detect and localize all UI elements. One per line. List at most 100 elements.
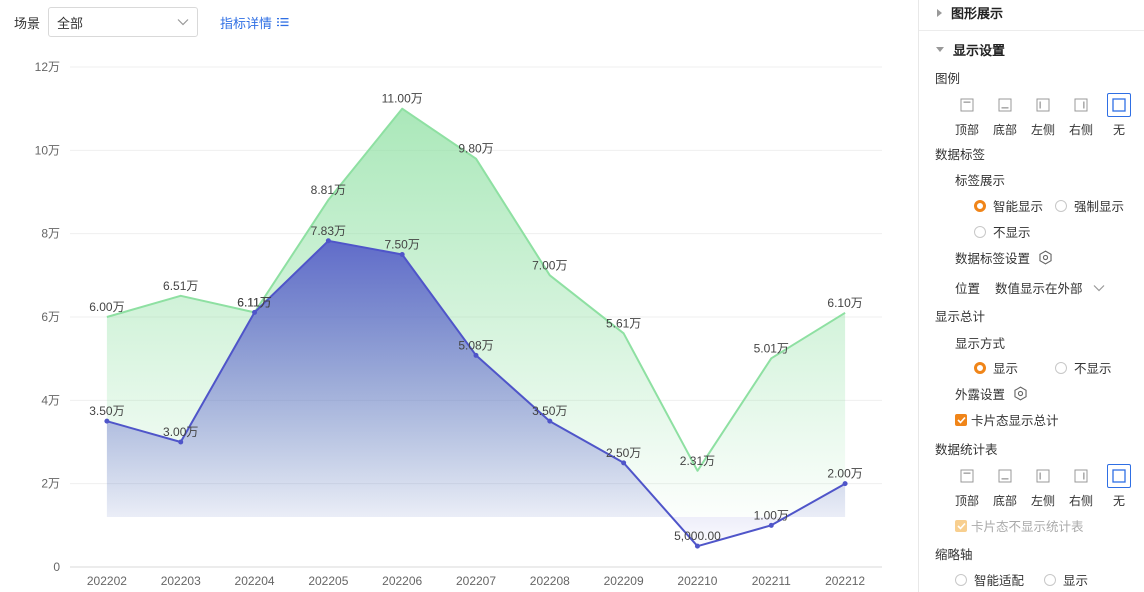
layout-bottom-icon xyxy=(993,464,1017,488)
x-tick-label: 202208 xyxy=(530,574,570,588)
x-tick-label: 202211 xyxy=(752,574,791,588)
stats-table-option-label: 左侧 xyxy=(1030,494,1055,508)
total-title: 显示总计 xyxy=(935,310,986,324)
data-point xyxy=(178,439,184,445)
stats-table-option-label: 无 xyxy=(1112,494,1125,508)
data-label: 3.50万 xyxy=(532,404,567,418)
data-label: 5,000.00 xyxy=(674,529,721,543)
metric-detail-link[interactable]: 指标详情 xyxy=(220,13,289,32)
label-show-title: 标签展示 xyxy=(955,174,1006,188)
data-label: 5.01万 xyxy=(754,341,789,355)
section-display-settings-title: 显示设置 xyxy=(953,43,1006,58)
data-point xyxy=(621,460,627,466)
legend-option[interactable]: 底部 xyxy=(990,93,1020,138)
radio-no-display[interactable]: 不显示 xyxy=(974,222,1031,241)
y-tick-label: 10万 xyxy=(35,143,60,157)
x-tick-label: 202212 xyxy=(825,574,865,588)
stats-table-option-label: 顶部 xyxy=(954,494,979,508)
chart-panel: 场景 全部 指标详情 6.00万 6.51万 6.11万 8.81万 11 xyxy=(14,7,882,588)
x-tick-label: 202204 xyxy=(235,574,275,588)
label-position-select[interactable]: 数值显示在外部 xyxy=(995,278,1105,297)
checkmark-icon xyxy=(955,413,967,426)
legend-option[interactable]: 无 xyxy=(1104,93,1134,138)
radio-thumb-show[interactable]: 显示 xyxy=(1044,570,1088,589)
radio-force-display[interactable]: 强制显示 xyxy=(1055,196,1124,215)
data-point xyxy=(547,418,553,424)
layout-top-icon xyxy=(955,93,979,117)
legend-option-label: 右侧 xyxy=(1068,123,1093,137)
radio-total-hide[interactable]: 不显示 xyxy=(1055,358,1112,377)
y-tick-label: 4万 xyxy=(41,393,60,407)
checkbox-card-total[interactable]: 卡片态显示总计 xyxy=(955,410,1059,429)
checkmark-icon xyxy=(955,519,967,532)
stats-table-option[interactable]: 顶部 xyxy=(952,464,982,509)
legend-option-label: 无 xyxy=(1112,123,1125,137)
position-label: 位置 xyxy=(955,282,981,296)
y-tick-label: 8万 xyxy=(41,227,60,241)
data-label: 5.08万 xyxy=(458,338,493,352)
area-chart: 6.00万 6.51万 6.11万 8.81万 11.00万 9.80万 7.00万 5.61… xyxy=(35,60,882,588)
legend-option[interactable]: 左侧 xyxy=(1028,93,1058,138)
legend-title: 图例 xyxy=(935,72,961,86)
legend-option[interactable]: 右侧 xyxy=(1066,93,1096,138)
data-point xyxy=(252,309,258,315)
scene-select-value: 全部 xyxy=(57,15,84,31)
data-label-title: 数据标签 xyxy=(935,148,986,162)
section-display-settings[interactable]: 显示设置 xyxy=(936,40,1005,59)
label-position-value: 数值显示在外部 xyxy=(995,282,1083,296)
stats-table-option[interactable]: 左侧 xyxy=(1028,464,1058,509)
x-tick-label: 202203 xyxy=(161,574,201,588)
stats-table-option[interactable]: 右侧 xyxy=(1066,464,1096,509)
radio-total-show-label: 显示 xyxy=(993,362,1019,376)
radio-dot xyxy=(974,199,986,212)
data-label: 7.83万 xyxy=(311,224,346,238)
section-graph-display[interactable]: 图形展示 xyxy=(937,3,1003,22)
hexagon-gear-icon[interactable] xyxy=(1013,386,1028,401)
stats-table-option-label: 右侧 xyxy=(1068,494,1093,508)
scene-select[interactable]: 全部 xyxy=(48,7,199,37)
radio-dot xyxy=(1044,573,1056,586)
y-tick-label: 2万 xyxy=(41,477,60,491)
scene-label: 场景 xyxy=(14,15,41,31)
section-graph-display-title: 图形展示 xyxy=(951,6,1004,21)
layout-right-icon xyxy=(1069,93,1093,117)
radio-no-display-label: 不显示 xyxy=(993,226,1031,240)
stats-table-option[interactable]: 底部 xyxy=(990,464,1020,509)
data-label-settings: 数据标签设置 xyxy=(955,248,1053,267)
data-label: 2.50万 xyxy=(606,446,641,460)
data-label-settings-label: 数据标签设置 xyxy=(955,252,1031,266)
radio-smart-display[interactable]: 智能显示 xyxy=(974,196,1043,215)
data-label: 6.51万 xyxy=(163,279,198,293)
data-point xyxy=(399,252,405,257)
stats-table-option[interactable]: 无 xyxy=(1104,464,1134,509)
radio-thumb-show-label: 显示 xyxy=(1063,574,1089,588)
legend-option[interactable]: 顶部 xyxy=(952,93,982,138)
radio-smart-display-label: 智能显示 xyxy=(993,200,1044,214)
legend-option-label: 底部 xyxy=(992,123,1017,137)
toolbar: 场景 全部 指标详情 xyxy=(14,7,289,37)
chevron-down-icon xyxy=(177,19,189,26)
data-label: 7.00万 xyxy=(532,258,567,272)
radio-thumb-smart[interactable]: 智能适配 xyxy=(955,570,1024,589)
layout-left-icon xyxy=(1031,93,1055,117)
data-label: 6.11万 xyxy=(237,295,271,309)
hexagon-gear-icon[interactable] xyxy=(1038,250,1053,265)
y-tick-label: 0 xyxy=(53,560,60,574)
data-point xyxy=(842,481,848,487)
data-point xyxy=(694,543,700,549)
checkbox-card-hide-stats-label: 卡片态不显示统计表 xyxy=(971,520,1084,534)
radio-dot xyxy=(1055,199,1067,212)
radio-thumb-smart-label: 智能适配 xyxy=(974,574,1025,588)
thumb-axis-title: 缩略轴 xyxy=(935,548,973,562)
expose-settings-label: 外露设置 xyxy=(955,388,1006,402)
radio-dot xyxy=(974,225,986,238)
x-tick-label: 202206 xyxy=(382,574,422,588)
checkbox-card-hide-stats[interactable]: 卡片态不显示统计表 xyxy=(955,516,1084,535)
layout-top-icon xyxy=(955,464,979,488)
data-label: 6.10万 xyxy=(827,296,862,310)
legend-option-label: 顶部 xyxy=(954,123,979,137)
data-label: 5.61万 xyxy=(606,316,641,330)
layout-right-icon xyxy=(1069,464,1093,488)
radio-total-show[interactable]: 显示 xyxy=(974,358,1018,377)
series-line-1 xyxy=(106,107,846,472)
